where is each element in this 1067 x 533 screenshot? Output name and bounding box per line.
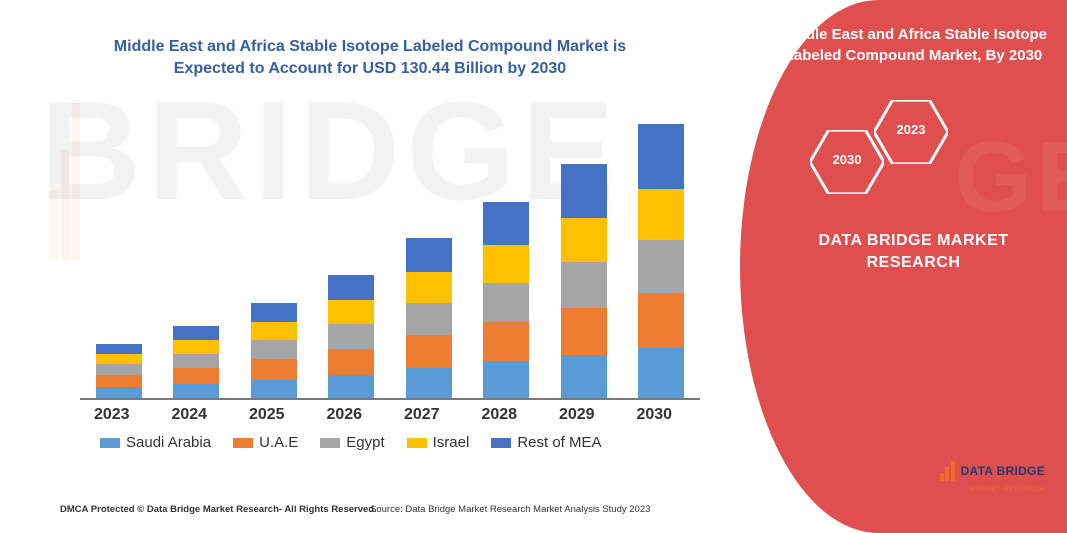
right-panel-title: Middle East and Africa Stable Isotope La… xyxy=(770,24,1057,66)
seg-u.a.e xyxy=(328,349,374,375)
seg-egypt xyxy=(483,283,529,322)
logo-text: DATA BRIDGE xyxy=(961,464,1045,478)
xlabel-2026: 2026 xyxy=(314,406,374,424)
legend-swatch xyxy=(320,438,340,448)
hexagon-group: 2030 2023 xyxy=(810,100,1010,220)
footer-source: Source: Data Bridge Market Research Mark… xyxy=(370,504,650,515)
seg-israel xyxy=(406,272,452,303)
seg-rest-of-mea xyxy=(328,275,374,300)
seg-egypt xyxy=(251,340,297,359)
legend-item-rest-of-mea: Rest of MEA xyxy=(491,434,601,451)
legend-swatch xyxy=(233,438,253,448)
seg-egypt xyxy=(406,303,452,335)
xlabel-2029: 2029 xyxy=(547,406,607,424)
chart-plot-area xyxy=(80,120,700,400)
right-panel: GE Middle East and Africa Stable Isotope… xyxy=(740,0,1067,533)
legend-item-egypt: Egypt xyxy=(320,434,384,451)
bar-2028 xyxy=(483,202,529,398)
seg-u.a.e xyxy=(173,368,219,384)
chart-legend: Saudi Arabia U.A.E Egypt Israel Rest of MEA xyxy=(100,434,700,451)
red-curved-background: GE Middle East and Africa Stable Isotope… xyxy=(740,0,1067,533)
legend-swatch xyxy=(491,438,511,448)
xlabel-2027: 2027 xyxy=(392,406,452,424)
footer-copyright: DMCA Protected © Data Bridge Market Rese… xyxy=(60,504,377,515)
hexagon-2023-label: 2023 xyxy=(874,122,948,137)
brand-name: DATA BRIDGE MARKET RESEARCH xyxy=(780,230,1047,273)
seg-rest-of-mea xyxy=(173,326,219,340)
seg-saudi-arabia xyxy=(483,361,529,398)
seg-israel xyxy=(638,189,684,240)
seg-israel xyxy=(96,354,142,364)
bar-2024 xyxy=(173,326,219,398)
xlabel-2025: 2025 xyxy=(237,406,297,424)
seg-saudi-arabia xyxy=(638,348,684,398)
seg-saudi-arabia xyxy=(173,384,219,398)
seg-egypt xyxy=(173,354,219,369)
page-root: BRIDGE Middle East and Africa Stable Iso… xyxy=(0,0,1067,533)
seg-u.a.e xyxy=(96,375,142,386)
hexagon-2030: 2030 xyxy=(810,130,884,194)
seg-egypt xyxy=(638,240,684,293)
seg-rest-of-mea xyxy=(561,164,607,218)
legend-item-saudi-arabia: Saudi Arabia xyxy=(100,434,211,451)
x-axis-line xyxy=(80,398,700,400)
seg-u.a.e xyxy=(406,335,452,368)
legend-item-israel: Israel xyxy=(407,434,470,451)
seg-saudi-arabia xyxy=(406,368,452,398)
legend-label: Rest of MEA xyxy=(517,434,601,451)
data-bridge-logo: DATA BRIDGE xyxy=(940,461,1045,481)
seg-u.a.e xyxy=(483,322,529,362)
bar-2030 xyxy=(638,124,684,398)
logo-subtext: MARKET RESEARCH xyxy=(970,487,1045,493)
bar-2027 xyxy=(406,238,452,398)
bar-2029 xyxy=(561,164,607,398)
legend-swatch xyxy=(100,438,120,448)
seg-israel xyxy=(561,218,607,263)
seg-saudi-arabia xyxy=(561,355,607,398)
legend-label: Israel xyxy=(433,434,470,451)
xlabel-2023: 2023 xyxy=(82,406,142,424)
chart-title: Middle East and Africa Stable Isotope La… xyxy=(90,36,650,81)
seg-u.a.e xyxy=(638,293,684,348)
seg-rest-of-mea xyxy=(638,124,684,189)
seg-u.a.e xyxy=(251,359,297,380)
seg-israel xyxy=(483,245,529,283)
hexagon-2023: 2023 xyxy=(874,100,948,164)
seg-israel xyxy=(251,322,297,340)
left-panel: BRIDGE Middle East and Africa Stable Iso… xyxy=(0,0,740,533)
bar-2023 xyxy=(96,344,142,398)
seg-saudi-arabia xyxy=(96,387,142,398)
seg-israel xyxy=(173,340,219,354)
seg-israel xyxy=(328,300,374,324)
bar-2025 xyxy=(251,303,297,398)
seg-saudi-arabia xyxy=(251,380,297,398)
seg-rest-of-mea xyxy=(406,238,452,272)
seg-egypt xyxy=(96,364,142,375)
seg-egypt xyxy=(561,262,607,308)
legend-item-u.a.e: U.A.E xyxy=(233,434,298,451)
legend-label: U.A.E xyxy=(259,434,298,451)
logo-bars-icon xyxy=(940,461,955,481)
xlabel-2030: 2030 xyxy=(624,406,684,424)
bar-2026 xyxy=(328,275,374,398)
seg-saudi-arabia xyxy=(328,375,374,398)
hexagon-2030-label: 2030 xyxy=(810,152,884,167)
seg-rest-of-mea xyxy=(96,344,142,353)
xlabel-2024: 2024 xyxy=(159,406,219,424)
seg-u.a.e xyxy=(561,308,607,355)
legend-label: Egypt xyxy=(346,434,384,451)
seg-rest-of-mea xyxy=(251,303,297,321)
seg-rest-of-mea xyxy=(483,202,529,245)
legend-swatch xyxy=(407,438,427,448)
x-axis-labels: 2023 2024 2025 2026 2027 2028 2029 2030 xyxy=(80,406,700,430)
xlabel-2028: 2028 xyxy=(469,406,529,424)
legend-label: Saudi Arabia xyxy=(126,434,211,451)
seg-egypt xyxy=(328,324,374,349)
bar-stack-container xyxy=(80,120,700,400)
